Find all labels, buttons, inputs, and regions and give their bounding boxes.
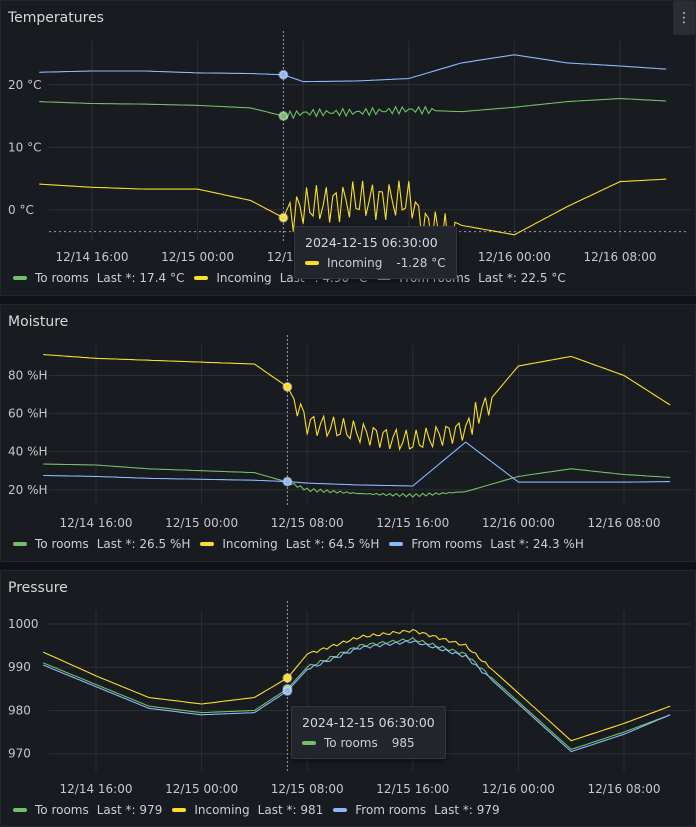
pressure-legend: To rooms Last *: 979 Incoming Last *: 98… [13,803,510,817]
x-tick-label: 12/15 00:00 [165,516,238,530]
from-rooms-series-line[interactable] [43,441,671,487]
from-rooms-hover-point [282,476,293,487]
tooltip-series-name: Incoming [327,256,383,270]
incoming-swatch [305,261,319,265]
moisture-panel: Moisture 80 %H 60 %H 40 %H 20 %H 12/14 16:00… [0,304,696,562]
to-rooms-swatch [302,741,316,745]
temperatures-panel: Temperatures ⋮ 20 °C 10 °C 0 °C 12/14 16:00… [0,0,696,296]
tooltip-time: 2024-12-15 06:30:00 [302,715,435,730]
y-tick-label: 0 °C [8,203,34,217]
x-tick-label: 12/14 16:00 [60,782,133,796]
x-tick-label: 12/15 16:00 [376,782,449,796]
chart-tooltip: 2024-12-15 06:30:00 To rooms 985 [291,706,446,759]
legend-last-value: Last *: 979 [434,803,500,817]
incoming-swatch [200,542,215,546]
legend-item-from-rooms[interactable]: From rooms Last *: 24.3 %H [389,537,584,551]
tooltip-value: 985 [391,736,415,750]
y-tick-label: 60 %H [8,407,48,421]
pressure-chart[interactable]: 1000 990 980 970 12/14 16:00 12/15 00:00 12/15… [1,571,696,827]
to-rooms-swatch [13,276,27,280]
y-tick-label: 1000 [8,617,39,631]
incoming-swatch [194,276,209,280]
legend-last-value: Last *: 17.4 °C [96,271,185,285]
y-tick-label: 20 °C [8,78,41,92]
legend-label: From rooms [411,537,483,551]
from-rooms-series-line[interactable] [42,640,671,753]
x-tick-label: 12/16 08:00 [588,782,661,796]
panel-title: Temperatures [8,10,104,26]
y-tick-label: 10 °C [8,140,41,154]
x-tick-label: 12/14 16:00 [60,516,133,530]
x-tick-label: 12/15 16:00 [376,516,449,530]
incoming-series-line[interactable] [42,628,671,742]
legend-item-incoming[interactable]: Incoming Last *: 981 [172,803,323,817]
legend-label: To rooms [35,537,89,551]
to-rooms-series-line[interactable] [43,463,671,498]
to-rooms-hover-point [278,111,289,121]
y-tick-label: 980 [8,703,31,717]
more-vertical-icon[interactable]: ⋮ [673,1,695,35]
legend-label: Incoming [222,537,278,551]
x-tick-label: 12/16 00:00 [478,250,551,264]
incoming-swatch [172,808,187,812]
moisture-chart[interactable]: 80 %H 60 %H 40 %H 20 %H 12/14 16:00 12/15 00:… [1,305,696,562]
y-tick-label: 970 [8,747,31,761]
x-tick-label: 12/16 08:00 [588,516,661,530]
to-rooms-swatch [13,808,27,812]
tooltip-series-name: To rooms [324,736,378,750]
legend-label: Incoming [216,271,272,285]
incoming-series-line[interactable] [43,353,671,452]
legend-item-to-rooms[interactable]: To rooms Last *: 17.4 °C [13,271,184,285]
legend-label: Incoming [194,803,250,817]
x-tick-label: 12/14 16:00 [56,250,129,264]
to-rooms-swatch [13,542,27,546]
legend-item-to-rooms[interactable]: To rooms Last *: 26.5 %H [13,537,190,551]
moisture-legend: To rooms Last *: 26.5 %H Incoming Last *… [13,537,594,551]
pressure-panel: Pressure 1000 990 980 970 12/14 16:00 12/15 0… [0,570,696,827]
y-tick-label: 80 %H [8,368,48,382]
legend-last-value: Last *: 22.5 °C [478,271,566,285]
panel-title: Moisture [8,314,69,330]
tooltip-time: 2024-12-15 06:30:00 [305,235,438,250]
legend-item-to-rooms[interactable]: To rooms Last *: 979 [13,803,162,817]
legend-label: To rooms [35,803,89,817]
y-tick-label: 990 [8,660,31,674]
from-rooms-swatch [389,542,404,546]
legend-last-value: Last *: 26.5 %H [96,537,191,551]
legend-item-incoming[interactable]: Incoming Last *: 64.5 %H [200,537,379,551]
incoming-hover-point [282,673,293,684]
from-rooms-hover-point [282,686,293,696]
x-tick-label: 12/15 08:00 [271,516,344,530]
incoming-series-line[interactable] [39,178,667,248]
legend-label: From rooms [355,803,427,817]
legend-last-value: Last *: 981 [257,803,324,817]
x-tick-label: 12/15 08:00 [271,782,344,796]
legend-last-value: Last *: 24.3 %H [490,537,584,551]
from-rooms-swatch [333,808,348,812]
legend-label: To rooms [35,271,89,285]
y-tick-label: 20 %H [8,483,48,497]
x-tick-label: 12/16 00:00 [482,516,555,530]
from-rooms-series-line[interactable] [39,54,667,83]
chart-tooltip: 2024-12-15 06:30:00 Incoming -1.28 °C [294,226,457,279]
tooltip-value: -1.28 °C [396,256,446,270]
x-tick-label: 12/15 00:00 [165,782,238,796]
panel-title: Pressure [8,580,68,596]
legend-last-value: Last *: 64.5 %H [285,537,380,551]
y-tick-label: 40 %H [8,445,48,459]
from-rooms-hover-point [278,69,289,80]
incoming-hover-point [282,381,293,392]
x-tick-label: 12/15 00:00 [161,250,234,264]
legend-last-value: Last *: 979 [96,803,163,817]
x-tick-label: 12/16 08:00 [584,250,657,264]
incoming-hover-point [278,212,289,223]
to-rooms-series-line[interactable] [39,97,667,120]
x-tick-label: 12/16 00:00 [482,782,555,796]
legend-item-from-rooms[interactable]: From rooms Last *: 979 [333,803,500,817]
